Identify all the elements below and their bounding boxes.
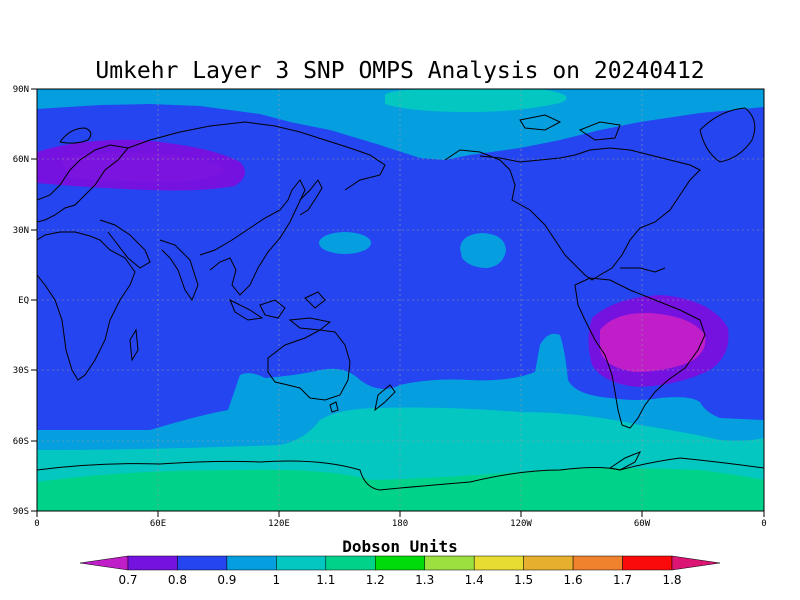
- lon-tick-label: 0: [761, 519, 766, 529]
- colorbar-swatch: [177, 555, 228, 571]
- colorbar-label: 1.1: [316, 573, 335, 587]
- colorbar-swatch: [622, 555, 673, 571]
- colorbar-label: 1.4: [465, 573, 484, 587]
- lon-tick-label: 120W: [510, 519, 532, 529]
- lat-tick-label: 30N: [13, 226, 29, 236]
- colorbar-label: 0.9: [217, 573, 236, 587]
- lon-tick-label: 180: [392, 519, 408, 529]
- colorbar-labels: 0.7 0.8 0.9 1 1.1 1.2 1.3 1.4 1.5 1.6 1.7 1.8: [118, 573, 681, 587]
- colorbar-label: 1.8: [662, 573, 681, 587]
- contour-pacific-blob-1: [319, 232, 371, 254]
- map-plot-area: [37, 89, 764, 511]
- contour-pacific-blob-2: [460, 233, 506, 268]
- lon-tick-labels: 0 60E 120E 180 120W 60W 0: [34, 519, 766, 529]
- grid-lines: [37, 89, 764, 511]
- lon-tick-label: 120E: [268, 519, 290, 529]
- coastlines: [37, 107, 764, 491]
- lon-tick-label: 60W: [634, 519, 651, 529]
- contour-arctic-0.9: [37, 89, 764, 160]
- colorbar-swatch: [276, 555, 327, 571]
- lat-tick-label: 90S: [13, 507, 29, 517]
- colorbar-swatch: [523, 555, 574, 571]
- colorbar-label: 0.7: [118, 573, 137, 587]
- contour-europe-0.7-core: [60, 152, 225, 182]
- colorbar-swatch: [127, 555, 178, 571]
- lon-tick-label: 60E: [150, 519, 166, 529]
- colorbar-swatch: [424, 555, 475, 571]
- colorbar-swatch: [375, 555, 425, 571]
- contour-europe-0.7: [37, 139, 245, 191]
- colorbar-label: 1.3: [415, 573, 434, 587]
- colorbar-label: 1.2: [366, 573, 385, 587]
- lat-tick-label: 90N: [13, 85, 29, 95]
- colorbar-swatch: [226, 555, 277, 571]
- colorbar-label: 1.5: [514, 573, 533, 587]
- colorbar-swatch: [473, 555, 524, 571]
- lat-tick-label: EQ: [18, 296, 29, 306]
- lat-tick-labels: 90N 60N 30N EQ 30S 60S 90S: [13, 85, 29, 517]
- colorbar-label: 0.8: [168, 573, 187, 587]
- colorbar-swatch-max: [671, 555, 721, 571]
- contour-samerica-0.7-core: [600, 312, 706, 372]
- colorbar-swatch: [572, 555, 623, 571]
- lon-tick-label: 0: [34, 519, 39, 529]
- colorbar-swatch: [325, 555, 376, 571]
- colorbar-swatches: [79, 555, 721, 571]
- map-title: Umkehr Layer 3 SNP OMPS Analysis on 2024…: [95, 58, 704, 84]
- lat-tick-label: 60N: [13, 155, 29, 165]
- lat-tick-label: 30S: [13, 366, 29, 376]
- colorbar-swatch-min: [79, 555, 129, 571]
- lat-tick-label: 60S: [13, 437, 29, 447]
- tick-marks: [31, 88, 765, 517]
- colorbar-label: 1: [273, 573, 281, 587]
- colorbar: Dobson Units 0.7 0.8 0.9 1 1.1 1.2 1.3 1.4 1.5 1.…: [79, 537, 721, 587]
- colorbar-title: Dobson Units: [342, 537, 458, 556]
- colorbar-label: 1.6: [564, 573, 583, 587]
- colorbar-label: 1.7: [613, 573, 632, 587]
- contour-antarctic-1.1: [37, 468, 764, 511]
